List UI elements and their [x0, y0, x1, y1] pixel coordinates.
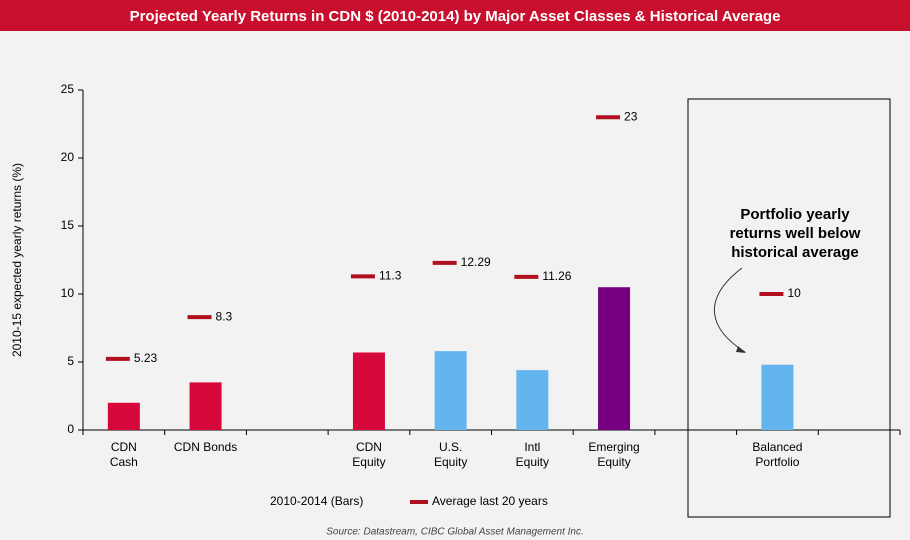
y-tick-label: 10 — [61, 286, 75, 300]
y-tick-label: 0 — [67, 422, 74, 436]
chart-title: Projected Yearly Returns in CDN $ (2010-… — [130, 8, 781, 25]
x-tick-label-line: Cash — [110, 455, 138, 469]
bar — [352, 352, 385, 430]
annotation-line: returns well below — [730, 225, 861, 242]
x-tick-label-line: CDN — [111, 440, 137, 454]
x-tick-label: U.S. Equity — [434, 440, 467, 469]
bar — [434, 351, 467, 430]
y-axis-label: 2010-15 expected yearly returns (%) — [10, 163, 24, 357]
x-tick-label: CDN Equity — [352, 440, 385, 469]
x-tick-label-line: CDN — [356, 440, 382, 454]
bar — [598, 287, 631, 430]
y-tick-label: 25 — [61, 82, 75, 96]
annotation-line: historical average — [731, 244, 859, 261]
y-tick-label: 5 — [67, 354, 74, 368]
x-tick-label-line: Equity — [352, 455, 385, 469]
x-tick-label-line: U.S. — [439, 440, 462, 454]
legend-label: Average last 20 years — [432, 494, 548, 508]
average-label: 8.3 — [216, 309, 233, 323]
x-tick-label: Balanced Portfolio — [752, 440, 802, 469]
y-tick-label: 15 — [61, 218, 75, 232]
annotation-arrowhead — [736, 346, 746, 353]
x-tick-label-line: Equity — [597, 455, 630, 469]
average-label: 23 — [624, 109, 638, 123]
average-label: 11.26 — [542, 269, 571, 283]
highlight-box — [687, 98, 891, 518]
annotation-line: Portfolio yearly — [740, 206, 850, 223]
bar — [761, 364, 794, 430]
average-label: 11.3 — [379, 268, 402, 282]
x-tick-label: CDN Bonds — [174, 440, 237, 454]
bar — [107, 402, 140, 430]
bar — [189, 382, 222, 430]
annotation: Portfolio yearly returns well below histor… — [730, 206, 861, 261]
x-tick-label-line: Equity — [434, 455, 467, 469]
x-tick-label: Emerging Equity — [588, 440, 639, 469]
bar — [516, 370, 549, 430]
x-tick-label-line: CDN Bonds — [174, 440, 237, 454]
x-tick-label-line: Equity — [516, 455, 549, 469]
y-tick-label: 20 — [61, 150, 75, 164]
x-tick-label: CDN Cash — [110, 440, 138, 469]
x-tick-label-line: Portfolio — [755, 455, 799, 469]
title-bar — [0, 0, 910, 31]
average-label: 10 — [787, 286, 801, 300]
source: Source: Datastream, CIBC Global Asset Ma… — [326, 527, 584, 538]
average-label: 12.29 — [461, 255, 491, 269]
x-tick-label-line: Intl — [524, 440, 540, 454]
x-tick-label-line: Emerging — [588, 440, 639, 454]
x-tick-label-line: Balanced — [752, 440, 802, 454]
legend-label: 2010-2014 (Bars) — [270, 494, 363, 508]
annotation-arrow — [714, 267, 746, 353]
x-tick-label: Intl Equity — [516, 440, 549, 469]
average-label: 5.23 — [134, 351, 158, 365]
